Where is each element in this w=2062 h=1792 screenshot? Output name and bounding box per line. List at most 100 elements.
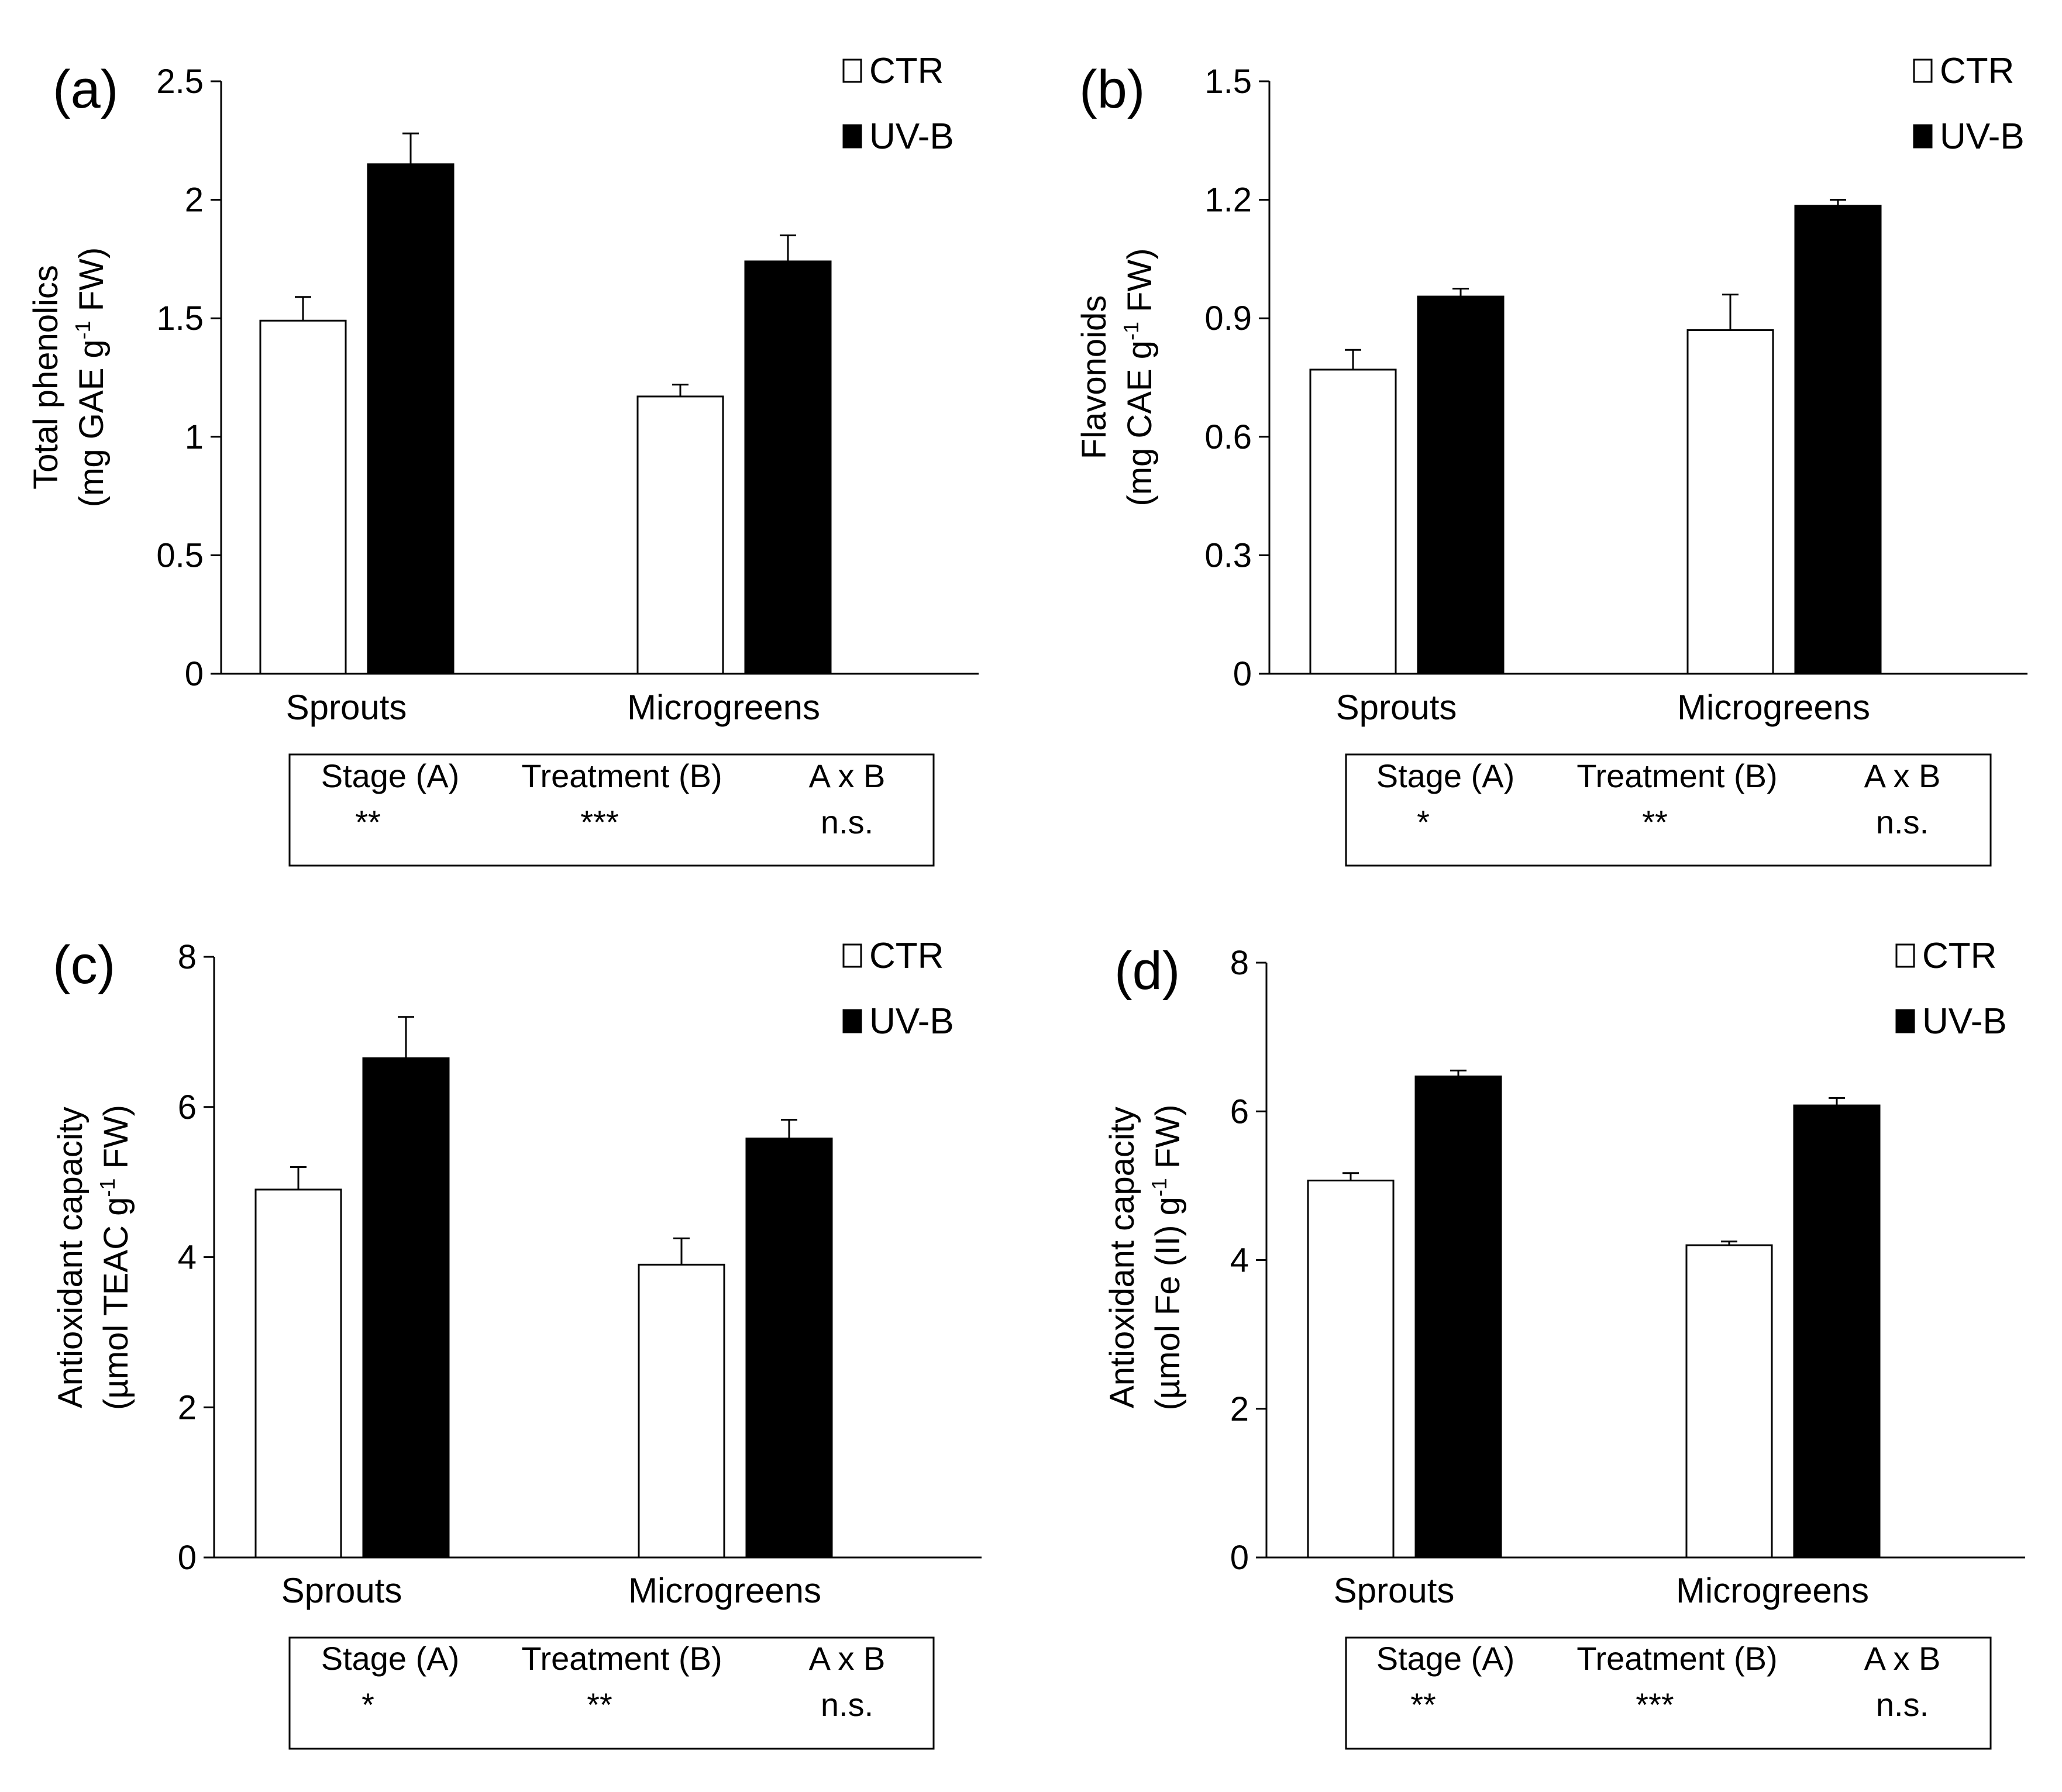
y-axis-label-sup: -1: [1147, 1178, 1171, 1197]
stats-value: n.s.: [821, 804, 873, 840]
y-tick-label: 0.5: [156, 536, 204, 574]
y-tick-label: 8: [1230, 944, 1249, 982]
y-tick-label: 2: [1230, 1390, 1249, 1428]
y-axis-label-line2-pre: (µmol Fe (II) g: [1149, 1197, 1187, 1410]
bar-uvb-sprouts: [362, 1057, 450, 1559]
stats-value: n.s.: [821, 1686, 873, 1723]
y-axis-label-line2: (µmol Fe (II) g-1 FW): [1147, 1105, 1187, 1411]
stats-header: A x B: [809, 757, 886, 794]
y-tick-label: 2.5: [156, 63, 204, 101]
stats-value: n.s.: [1876, 804, 1929, 840]
legend-swatch: [1895, 1009, 1915, 1033]
stats-value: n.s.: [1876, 1686, 1929, 1723]
y-axis-label-line2-post: FW): [1149, 1105, 1187, 1178]
y-axis-label-sup: -1: [95, 1178, 119, 1197]
y-axis-label: Total phenolics (mg GAE g-1 FW): [27, 247, 111, 507]
stats-value: **: [355, 804, 381, 840]
legend-swatch: [1913, 124, 1933, 149]
y-tick-label: 1: [185, 418, 204, 456]
legend-swatch: [842, 124, 862, 149]
category-label: Microgreens: [628, 1571, 821, 1610]
y-tick-label: 0: [1230, 1539, 1249, 1577]
y-axis-label-line2-pre: (mg GAE g: [73, 339, 111, 507]
legend-swatch: [842, 943, 862, 968]
y-tick-label: 0.3: [1204, 536, 1252, 574]
y-axis-label-line1: Total phenolics: [27, 265, 65, 490]
stats-value: ***: [1636, 1686, 1674, 1723]
y-tick-label: 0: [1233, 655, 1252, 693]
legend-label: UV-B: [1940, 116, 2025, 157]
y-tick-label: 1.5: [156, 299, 204, 337]
y-axis-label-sup: -1: [71, 321, 95, 339]
y-axis-label-line1: Flavonoids: [1075, 295, 1113, 459]
bar-uvb-sprouts: [1417, 295, 1505, 675]
y-axis-label-line2-pre: (µmol TEAC g: [97, 1197, 135, 1410]
y-tick-label: 1.2: [1204, 181, 1252, 219]
y-axis-label: Flavonoids (mg CAE g-1 FW): [1075, 248, 1159, 506]
legend-swatch: [842, 1009, 862, 1033]
bar-ctr-sprouts: [1309, 368, 1397, 675]
stats-header: Stage (A): [321, 757, 460, 794]
legend-swatch: [842, 58, 862, 83]
y-tick-label: 4: [178, 1239, 197, 1277]
stats-value: **: [1410, 1686, 1436, 1723]
legend-swatch: [1895, 943, 1915, 968]
bar-ctr-sprouts: [259, 319, 347, 675]
y-tick-label: 1.5: [1204, 63, 1252, 101]
y-axis-label-line1: Antioxidant capacity: [1103, 1107, 1141, 1408]
y-axis-label-line2-post: FW): [73, 247, 111, 321]
y-tick-label: 0: [178, 1539, 197, 1577]
legend-label: CTR: [1922, 936, 1996, 976]
y-axis-label-line2-post: FW): [97, 1105, 135, 1178]
stats-header: A x B: [1864, 757, 1941, 794]
stats-header: Treatment (B): [521, 757, 722, 794]
bar-ctr-microgreens: [636, 395, 724, 675]
stats-header: A x B: [809, 1640, 886, 1677]
stats-value: *: [1417, 804, 1430, 840]
y-tick-label: 8: [178, 938, 197, 976]
y-tick-label: 6: [178, 1088, 197, 1126]
panel-label: (d): [1114, 941, 1180, 1001]
bar-ctr-microgreens: [1685, 1244, 1773, 1559]
y-tick-label: 2: [185, 181, 204, 219]
category-label: Sprouts: [1334, 1571, 1455, 1610]
bar-uvb-microgreens: [745, 1138, 833, 1559]
y-axis-label: Antioxidant capacity (µmol TEAC g-1 FW): [51, 1105, 135, 1410]
bar-ctr-sprouts: [254, 1188, 342, 1559]
stats-header: Treatment (B): [1576, 757, 1777, 794]
stats-header: Treatment (B): [521, 1640, 722, 1677]
category-label: Microgreens: [1676, 1571, 1869, 1610]
y-axis-label-line1: Antioxidant capacity: [51, 1107, 89, 1408]
stats-value: *: [362, 1686, 374, 1723]
bar-ctr-microgreens: [638, 1263, 725, 1559]
panel-label: (a): [53, 60, 118, 119]
stats-box: [1345, 753, 1992, 867]
y-tick-label: 2: [178, 1388, 197, 1426]
legend-label: CTR: [869, 51, 944, 91]
legend-label: UV-B: [869, 116, 954, 157]
category-label: Sprouts: [286, 688, 407, 727]
bar-uvb-sprouts: [367, 163, 455, 675]
category-label: Sprouts: [1336, 688, 1457, 727]
bar-uvb-sprouts: [1414, 1076, 1502, 1559]
legend-label: CTR: [1940, 51, 2014, 91]
stats-value: **: [587, 1686, 612, 1723]
legend-label: CTR: [869, 936, 944, 976]
stats-value: ***: [580, 804, 618, 840]
stats-header: Treatment (B): [1576, 1640, 1777, 1677]
y-axis-label-line2: (µmol TEAC g-1 FW): [95, 1105, 135, 1410]
y-axis-label-line2: (mg GAE g-1 FW): [71, 247, 111, 507]
chart-panel-d: (d) 0 2 4 6 8 Antioxidant capacity (µmol Fe (II…: [1103, 936, 2025, 1750]
legend-label: UV-B: [1922, 1001, 2007, 1042]
stats-box: [1345, 1636, 1992, 1750]
y-axis-label-line2: (mg CAE g-1 FW): [1119, 248, 1159, 506]
stats-header: Stage (A): [1376, 757, 1515, 794]
panel-label: (c): [53, 935, 115, 995]
y-axis-label: Antioxidant capacity (µmol Fe (II) g-1 FW…: [1103, 1105, 1187, 1411]
bar-uvb-microgreens: [744, 260, 832, 675]
category-label: Sprouts: [281, 1571, 402, 1610]
y-tick-label: 0: [185, 655, 204, 693]
y-axis-label-line2-post: FW): [1121, 248, 1159, 322]
bar-uvb-microgreens: [1793, 1104, 1881, 1559]
